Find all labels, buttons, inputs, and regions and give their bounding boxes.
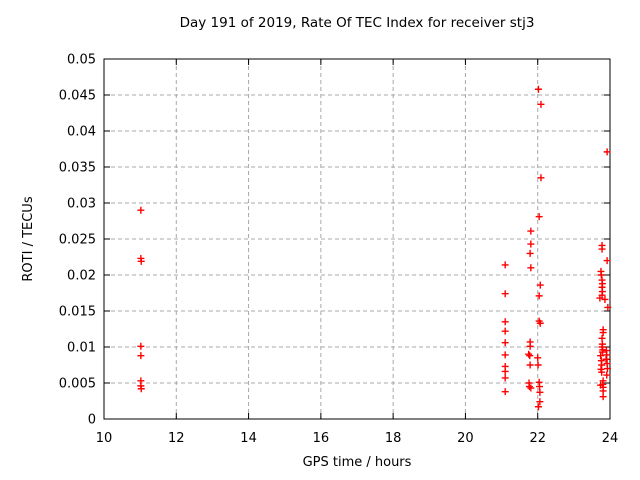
data-point — [534, 85, 542, 93]
data-point — [597, 271, 605, 279]
data-point — [604, 303, 612, 311]
data-point — [501, 351, 509, 359]
data-point — [598, 368, 606, 376]
data-point — [603, 371, 611, 379]
x-tick-label: 22 — [529, 431, 546, 446]
y-tick-label: 0.005 — [59, 377, 96, 392]
data-point — [535, 292, 543, 300]
data-point — [501, 374, 509, 382]
x-tick-label: 12 — [168, 431, 185, 446]
data-point — [501, 339, 509, 347]
data-point — [603, 351, 611, 359]
data-point — [598, 245, 606, 253]
data-point — [137, 206, 145, 214]
data-point — [536, 398, 544, 406]
data-point — [597, 381, 605, 389]
data-point — [598, 348, 606, 356]
data-point — [526, 352, 534, 360]
data-point — [525, 350, 533, 358]
y-tick-label: 0.03 — [67, 197, 96, 212]
chart-title: Day 191 of 2019, Rate Of TEC Index for r… — [180, 15, 535, 31]
data-point — [526, 342, 534, 350]
x-tick-label: 10 — [96, 431, 113, 446]
data-point — [536, 388, 544, 396]
data-point — [501, 318, 509, 326]
data-point — [536, 281, 544, 289]
data-point-layer — [137, 85, 612, 411]
data-point — [534, 361, 542, 369]
data-point — [527, 227, 535, 235]
data-point — [537, 100, 545, 108]
data-point — [527, 384, 535, 392]
data-point — [525, 383, 533, 391]
data-point — [137, 342, 145, 350]
x-tick-label: 14 — [240, 431, 257, 446]
data-point — [537, 174, 545, 182]
data-point — [536, 319, 544, 327]
data-point — [598, 361, 606, 369]
data-point — [501, 388, 509, 396]
y-tick-label: 0.04 — [67, 125, 96, 140]
data-point — [526, 361, 534, 369]
data-point — [534, 354, 542, 362]
data-point — [602, 355, 610, 363]
x-tick-label: 18 — [385, 431, 402, 446]
data-point — [137, 257, 145, 265]
data-point — [527, 240, 535, 248]
x-tick-label: 16 — [313, 431, 330, 446]
data-point — [603, 148, 611, 156]
tick-layer — [103, 58, 611, 420]
grid-layer — [104, 59, 610, 419]
data-point — [597, 352, 605, 360]
data-point — [599, 393, 607, 401]
x-axis-label: GPS time / hours — [303, 455, 412, 470]
data-point — [603, 365, 611, 373]
data-point — [501, 327, 509, 335]
data-point — [599, 329, 607, 337]
data-point — [601, 295, 609, 303]
data-point — [535, 213, 543, 221]
data-point — [526, 249, 534, 257]
y-tick-label: 0 — [88, 413, 96, 428]
y-axis-label: ROTI / TECUs — [21, 196, 36, 281]
y-tick-label: 0.035 — [59, 161, 96, 176]
data-point — [603, 257, 611, 265]
data-point — [534, 403, 542, 411]
x-tick-label: 24 — [602, 431, 619, 446]
y-tick-label: 0.025 — [59, 233, 96, 248]
data-point — [501, 290, 509, 298]
x-tick-label: 20 — [457, 431, 474, 446]
data-point — [501, 261, 509, 269]
y-tick-label: 0.05 — [67, 53, 96, 68]
data-point — [137, 385, 145, 393]
data-point — [527, 264, 535, 272]
y-tick-label: 0.015 — [59, 305, 96, 320]
data-point — [137, 352, 145, 360]
y-tick-label: 0.02 — [67, 269, 96, 284]
y-tick-label: 0.045 — [59, 89, 96, 104]
data-point — [501, 367, 509, 375]
y-tick-label: 0.01 — [67, 341, 96, 356]
tick-label-layer: 10 12 14 16 18 20 22 24 0 0.005 0.01 0.015 0.02 0.025… — [59, 53, 618, 447]
data-point — [596, 294, 604, 302]
